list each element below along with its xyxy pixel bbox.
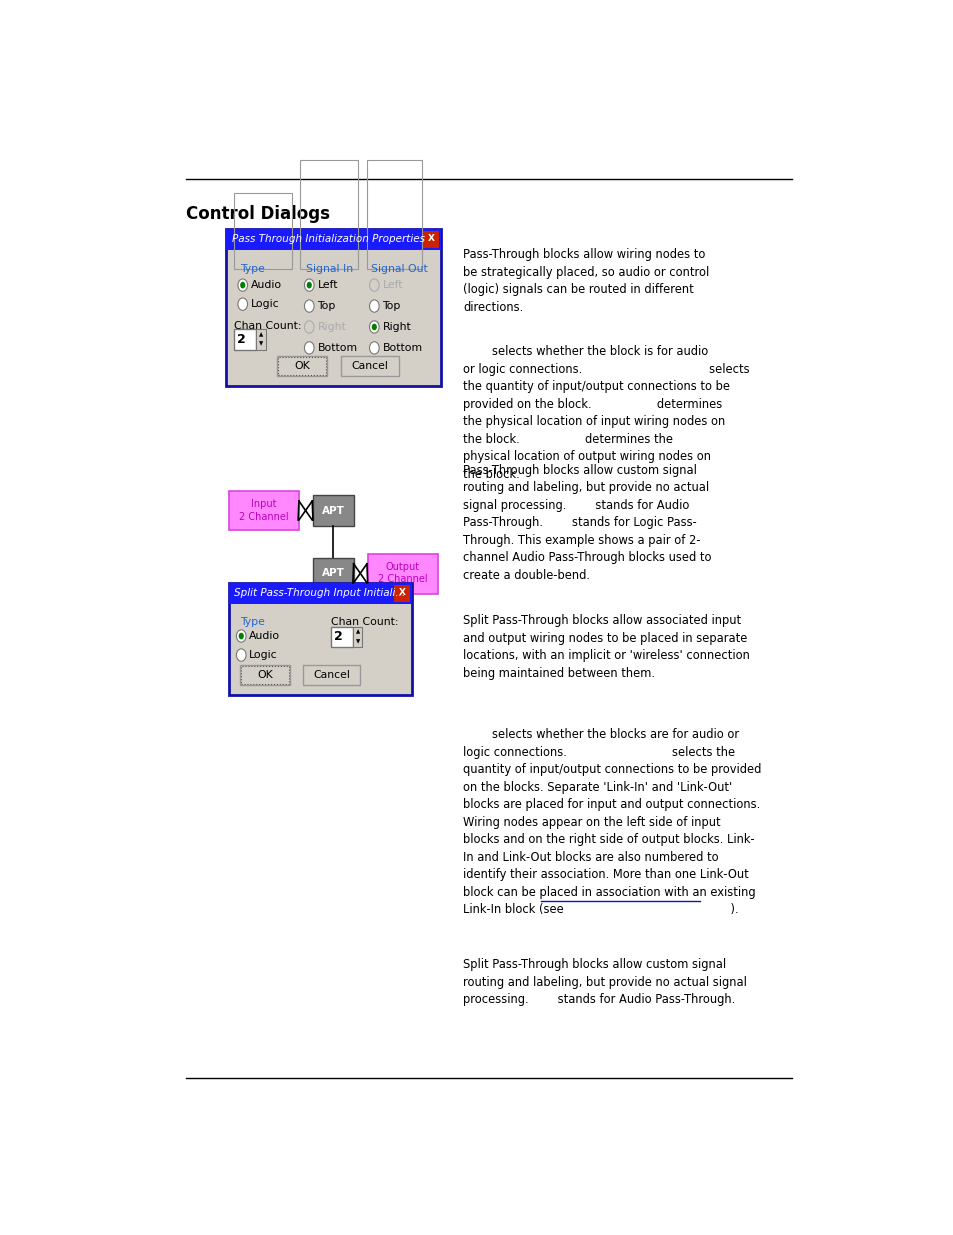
Text: 2: 2	[236, 333, 245, 346]
FancyBboxPatch shape	[233, 329, 255, 350]
Text: APT: APT	[321, 568, 344, 578]
Text: Top: Top	[382, 301, 400, 311]
Text: Cancel: Cancel	[313, 671, 350, 680]
Circle shape	[304, 342, 314, 354]
FancyBboxPatch shape	[229, 583, 412, 695]
Text: Logic: Logic	[251, 299, 279, 309]
Circle shape	[306, 282, 312, 289]
FancyBboxPatch shape	[423, 231, 438, 248]
Text: Top: Top	[317, 301, 335, 311]
FancyBboxPatch shape	[229, 490, 298, 531]
Text: Input
2 Channel: Input 2 Channel	[239, 499, 289, 521]
Circle shape	[236, 630, 246, 642]
FancyBboxPatch shape	[239, 664, 290, 685]
Text: Audio: Audio	[249, 631, 279, 641]
Text: Output
2 Channel: Output 2 Channel	[377, 562, 427, 584]
Text: Pass-Through blocks allow wiring nodes to
be strategically placed, so audio or c: Pass-Through blocks allow wiring nodes t…	[462, 248, 708, 314]
Circle shape	[304, 279, 314, 291]
FancyBboxPatch shape	[226, 228, 440, 249]
Circle shape	[236, 648, 246, 661]
FancyBboxPatch shape	[313, 558, 354, 589]
Text: 2: 2	[334, 631, 342, 643]
Text: Split Pass-Through Input Initiali...: Split Pass-Through Input Initiali...	[233, 588, 405, 598]
Text: Type: Type	[239, 264, 264, 274]
Text: Cancel: Cancel	[351, 361, 388, 370]
Circle shape	[369, 300, 378, 312]
Text: Chan Count:: Chan Count:	[331, 618, 397, 627]
Circle shape	[369, 342, 378, 354]
Circle shape	[369, 321, 378, 333]
FancyBboxPatch shape	[229, 583, 412, 604]
FancyBboxPatch shape	[367, 555, 437, 594]
Text: ▲: ▲	[258, 332, 263, 337]
FancyBboxPatch shape	[331, 626, 353, 647]
Circle shape	[237, 279, 247, 291]
Text: selects whether the blocks are for audio or
logic connections.                  : selects whether the blocks are for audio…	[462, 729, 760, 916]
FancyBboxPatch shape	[313, 495, 354, 526]
Text: Pass-Through blocks allow custom signal
routing and labeling, but provide no act: Pass-Through blocks allow custom signal …	[462, 464, 711, 582]
Text: X: X	[398, 588, 405, 597]
Circle shape	[237, 298, 247, 310]
Text: Signal In: Signal In	[306, 264, 353, 274]
Text: APT: APT	[321, 505, 344, 515]
Circle shape	[304, 321, 314, 333]
Circle shape	[304, 300, 314, 312]
Circle shape	[372, 324, 376, 330]
Text: Left: Left	[317, 280, 337, 290]
FancyBboxPatch shape	[302, 664, 360, 685]
Text: OK: OK	[256, 671, 273, 680]
Text: Split Pass-Through blocks allow associated input
and output wiring nodes to be p: Split Pass-Through blocks allow associat…	[462, 614, 749, 679]
Text: ▼: ▼	[258, 342, 263, 347]
Text: selects whether the block is for audio
or logic connections.                    : selects whether the block is for audio o…	[462, 345, 749, 480]
Text: Logic: Logic	[249, 650, 277, 659]
Text: Control Dialogs: Control Dialogs	[186, 205, 330, 224]
Text: Chan Count:: Chan Count:	[233, 321, 301, 331]
Text: Left: Left	[382, 280, 402, 290]
Text: OK: OK	[294, 361, 310, 370]
Text: Type: Type	[239, 618, 264, 627]
FancyBboxPatch shape	[353, 626, 362, 647]
Text: Audio: Audio	[251, 280, 282, 290]
FancyBboxPatch shape	[394, 584, 410, 601]
Circle shape	[369, 279, 378, 291]
Text: Split Pass-Through blocks allow custom signal
routing and labeling, but provide : Split Pass-Through blocks allow custom s…	[462, 958, 746, 1007]
FancyBboxPatch shape	[226, 228, 440, 385]
FancyBboxPatch shape	[341, 356, 398, 377]
Circle shape	[240, 282, 245, 289]
Text: Right: Right	[317, 322, 346, 332]
Text: Pass Through Initialization Properties: Pass Through Initialization Properties	[232, 235, 424, 245]
Text: ▲: ▲	[355, 630, 359, 635]
Text: X: X	[427, 235, 434, 243]
FancyBboxPatch shape	[255, 329, 265, 350]
Text: ▼: ▼	[355, 640, 359, 645]
FancyBboxPatch shape	[276, 356, 327, 377]
Text: Bottom: Bottom	[382, 343, 422, 353]
Text: Bottom: Bottom	[317, 343, 357, 353]
Circle shape	[238, 632, 244, 640]
Text: Right: Right	[382, 322, 411, 332]
Text: Signal Out: Signal Out	[370, 264, 427, 274]
